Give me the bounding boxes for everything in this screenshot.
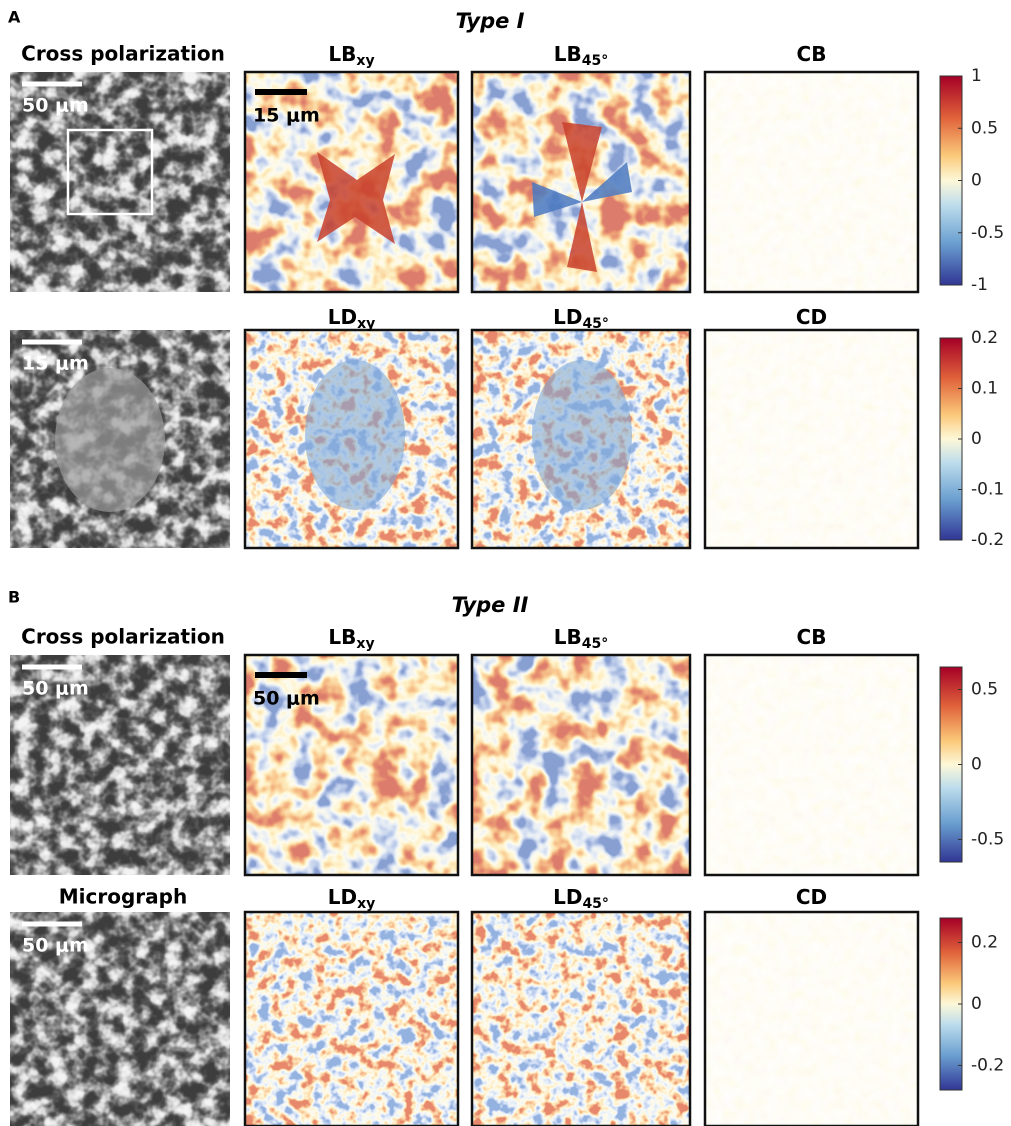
colorbar-tick-label: 0 [971,429,982,449]
title-main: LD [328,305,357,329]
colorbar-tick-label: 0.2 [971,328,998,348]
colorbar-tick-label: -0.5 [971,223,1004,243]
colorbar-tick-label: 0.2 [971,933,998,953]
panel-title: LDxy [328,885,376,913]
title-main: CD [796,885,827,909]
panel-title: CB [797,625,827,649]
panel-label: A [8,8,21,27]
panel-title: CD [796,305,827,329]
panel-frame [703,70,920,294]
colorbar-tick-label: -0.2 [971,530,1004,550]
section-title: Type I [456,9,525,33]
title-main: LB [554,625,582,649]
panel-frame [703,910,920,1126]
title-main: LB [328,625,356,649]
panel-frame [470,653,692,877]
panel-label: B [8,588,20,607]
title-sub: 45° [582,53,608,69]
title-sub: 45° [582,316,608,332]
panel-title: LD45° [553,885,609,913]
column-title: Cross polarization [21,42,225,66]
panel-frame [243,70,460,294]
panel-frame [703,653,920,877]
colorbar-tick-label: -0.2 [971,1055,1004,1075]
panel-frame [703,328,920,550]
map-feature [532,360,632,510]
map-feature [305,360,405,510]
panel-title: LDxy [328,305,376,333]
panel-title: LB45° [554,42,608,70]
map-image [245,655,458,875]
panel-title: CD [796,885,827,909]
map-feature [532,162,632,217]
scale-label: 15 μm [253,105,320,127]
title-sub: 45° [582,896,608,912]
colorbar-tick-label: -1 [971,275,988,295]
panel-title: LBxy [328,42,374,70]
map-feature [317,152,395,244]
map-image [245,912,458,1126]
map-image [705,330,918,548]
scale-label: 50 μm [253,688,320,710]
scale-label: 50 μm [22,95,89,117]
gray-image [10,912,230,1126]
title-main: LB [554,42,582,66]
zoom-box [66,128,154,216]
title-main: LB [328,42,356,66]
map-image [472,655,690,875]
colorbar-tick-label: 0 [971,171,982,191]
colorbar-tick-label: -0.1 [971,480,1004,500]
scale-label: 15 μm [22,353,89,375]
panel-title: LBxy [328,625,374,653]
panel-title: LD45° [553,305,609,333]
title-main: LD [328,885,357,909]
column-title: Micrograph [59,885,187,909]
map-image [705,72,918,292]
scale-label: 50 μm [22,678,89,700]
section-title: Type II [452,593,529,617]
colorbar-tick-label: 0.5 [971,118,998,138]
panel-frame [243,910,460,1126]
map-image [472,912,690,1126]
panel-title: CB [797,42,827,66]
title-main: LD [553,885,582,909]
panel-frame [243,653,460,877]
gray-image [10,655,230,875]
map-image [705,912,918,1126]
spherulite [55,368,165,512]
title-sub: xy [356,53,374,69]
map-feature [562,122,602,272]
colorbar-tick-label: 0.5 [971,680,998,700]
panel-title: LB45° [554,625,608,653]
title-main: CD [796,305,827,329]
panel-frame [470,328,692,550]
colorbar-tick-label: 0 [971,994,982,1014]
colorbar-tick-label: 1 [971,66,982,86]
scale-label: 50 μm [22,935,89,957]
title-sub: xy [357,316,375,332]
panel-frame [470,910,692,1126]
panel-frame [243,328,460,550]
map-image [705,655,918,875]
colorbar-tick-label: 0.1 [971,379,998,399]
title-main: CB [797,42,827,66]
title-sub: 45° [582,636,608,652]
panel-frame [470,70,692,294]
column-title: Cross polarization [21,625,225,649]
title-main: CB [797,625,827,649]
title-sub: xy [357,896,375,912]
title-sub: xy [356,636,374,652]
colorbar-tick-label: 0 [971,755,982,775]
gray-image [10,72,230,292]
title-main: LD [553,305,582,329]
colorbar-tick-label: -0.5 [971,830,1004,850]
